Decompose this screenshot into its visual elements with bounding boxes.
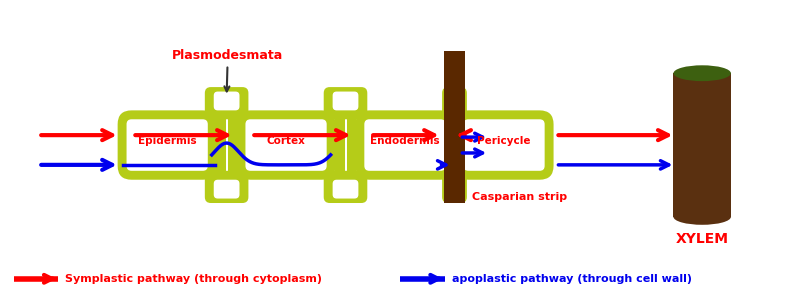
FancyBboxPatch shape: [442, 87, 467, 119]
FancyBboxPatch shape: [214, 92, 239, 110]
FancyBboxPatch shape: [451, 180, 458, 199]
FancyBboxPatch shape: [454, 110, 554, 180]
FancyBboxPatch shape: [333, 92, 358, 110]
Text: Symplastic pathway (through cytoplasm): Symplastic pathway (through cytoplasm): [65, 274, 322, 284]
FancyBboxPatch shape: [355, 110, 454, 180]
Text: Epidermis: Epidermis: [138, 136, 197, 146]
FancyBboxPatch shape: [205, 171, 249, 203]
Bar: [217, 119, 237, 171]
Bar: [674, 73, 731, 217]
Bar: [336, 119, 355, 171]
FancyBboxPatch shape: [214, 180, 239, 199]
Ellipse shape: [674, 209, 731, 225]
Text: Pericycle: Pericycle: [478, 136, 530, 146]
FancyBboxPatch shape: [205, 87, 249, 119]
FancyBboxPatch shape: [333, 180, 358, 199]
FancyBboxPatch shape: [364, 119, 446, 171]
Bar: [443, 165, 466, 202]
Bar: [443, 51, 466, 180]
FancyBboxPatch shape: [324, 171, 367, 203]
Bar: [228, 110, 238, 180]
FancyBboxPatch shape: [246, 119, 326, 171]
Text: apoplastic pathway (through cell wall): apoplastic pathway (through cell wall): [451, 274, 691, 284]
Text: XYLEM: XYLEM: [676, 232, 729, 246]
Bar: [334, 110, 345, 180]
Ellipse shape: [674, 65, 731, 81]
FancyBboxPatch shape: [126, 119, 208, 171]
FancyBboxPatch shape: [324, 87, 367, 119]
FancyBboxPatch shape: [442, 171, 467, 203]
Bar: [216, 110, 226, 180]
FancyBboxPatch shape: [463, 119, 545, 171]
FancyBboxPatch shape: [118, 110, 217, 180]
Text: Casparian strip: Casparian strip: [472, 192, 567, 202]
Text: Plasmodesmata: Plasmodesmata: [172, 49, 283, 92]
Text: Cortex: Cortex: [266, 136, 306, 146]
FancyBboxPatch shape: [237, 110, 336, 180]
Bar: [346, 110, 357, 180]
Text: Endodermis: Endodermis: [370, 136, 440, 146]
FancyBboxPatch shape: [451, 92, 458, 110]
